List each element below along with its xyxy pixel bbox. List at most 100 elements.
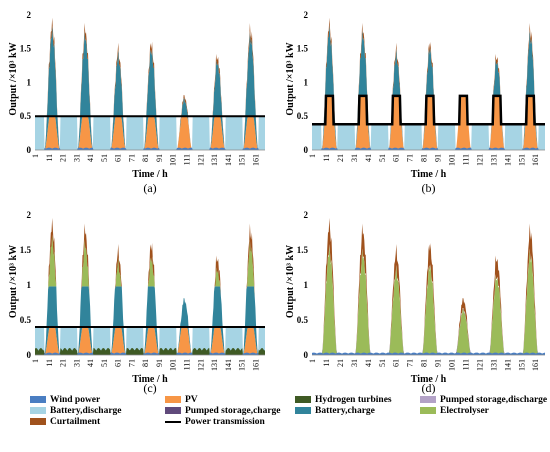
area-wind-power bbox=[312, 352, 545, 355]
x-tick-label: 31 bbox=[72, 359, 81, 367]
x-tick-label: 101 bbox=[448, 359, 457, 371]
x-axis-title: Time / h bbox=[132, 169, 168, 180]
legend: Wind power PV Hydrogen turbines Pumped stor… bbox=[30, 394, 547, 432]
x-tick-label: 151 bbox=[517, 154, 526, 166]
legend-swatch bbox=[165, 407, 181, 414]
area-wind-power bbox=[35, 147, 265, 150]
x-tick-label: 81 bbox=[141, 359, 150, 367]
x-tick-label: 131 bbox=[489, 359, 498, 371]
y-tick-label: 1 bbox=[304, 77, 309, 87]
panel-a: 00.511.521 11 21 31 41 51 61 71 81 91 101 111 121 131… bbox=[8, 10, 265, 195]
area-battery-charge bbox=[35, 286, 265, 355]
y-tick-label: 0 bbox=[304, 350, 309, 360]
x-tick-label: 141 bbox=[503, 359, 512, 371]
y-tick-label: 2 bbox=[27, 10, 32, 20]
x-tick-label: 91 bbox=[434, 154, 443, 162]
legend-label: Electrolyser bbox=[440, 405, 489, 416]
x-tick-label: 1 bbox=[308, 154, 317, 158]
legend-label: Power transmission bbox=[185, 416, 265, 427]
x-tick-label: 111 bbox=[461, 359, 470, 370]
x-tick-label: 111 bbox=[182, 359, 191, 370]
x-tick-label: 111 bbox=[182, 154, 191, 165]
y-axis-title: Output /×10³ kW bbox=[285, 42, 296, 115]
x-tick-label: 91 bbox=[434, 359, 443, 367]
area-electrolyser bbox=[312, 245, 545, 355]
y-tick-label: 1 bbox=[27, 280, 32, 290]
x-tick-label: 71 bbox=[127, 154, 136, 162]
x-tick-label: 51 bbox=[378, 359, 387, 367]
legend-label: Curtailment bbox=[50, 416, 101, 427]
x-tick-label: 51 bbox=[100, 359, 109, 367]
y-tick-label: 1.5 bbox=[297, 245, 309, 255]
panel-label: (b) bbox=[422, 181, 436, 195]
legend-swatch bbox=[30, 396, 46, 403]
x-tick-label: 61 bbox=[114, 359, 123, 367]
area-wind-power bbox=[35, 352, 265, 355]
y-tick-label: 1.5 bbox=[20, 44, 32, 54]
x-tick-label: 101 bbox=[169, 154, 178, 166]
x-tick-label: 1 bbox=[308, 359, 317, 363]
x-axis-title: Time / h bbox=[411, 374, 447, 385]
x-tick-label: 121 bbox=[196, 154, 205, 166]
x-axis-title: Time / h bbox=[411, 169, 447, 180]
legend-item: Pumped storage,charge bbox=[165, 405, 281, 416]
area-pv bbox=[35, 116, 265, 150]
x-tick-label: 21 bbox=[336, 154, 345, 162]
legend-label: PV bbox=[185, 394, 198, 405]
y-tick-label: 1.5 bbox=[20, 245, 32, 255]
x-tick-label: 1 bbox=[31, 154, 40, 158]
x-tick-label: 151 bbox=[238, 359, 247, 371]
x-tick-label: 91 bbox=[155, 154, 164, 162]
y-tick-label: 0 bbox=[27, 350, 32, 360]
area-battery-discharge bbox=[35, 327, 265, 355]
x-tick-label: 41 bbox=[86, 154, 95, 162]
area-hydrogen-turbines bbox=[35, 348, 265, 355]
x-axis-title: Time / h bbox=[132, 374, 168, 385]
y-tick-label: 1 bbox=[304, 280, 309, 290]
x-tick-label: 121 bbox=[196, 359, 205, 371]
panel-label: (d) bbox=[422, 381, 436, 395]
x-tick-label: 81 bbox=[141, 154, 150, 162]
x-tick-label: 151 bbox=[238, 154, 247, 166]
legend-item: Pumped storage,discharge bbox=[420, 394, 547, 405]
legend-item: Battery,charge bbox=[295, 405, 375, 416]
line-power-transmission bbox=[312, 94, 545, 126]
x-tick-label: 41 bbox=[364, 359, 373, 367]
y-tick-label: 2 bbox=[304, 210, 309, 220]
legend-label: Pumped storage,discharge bbox=[440, 394, 548, 405]
legend-label: Battery,discharge bbox=[50, 405, 122, 416]
y-axis-title: Output /×10³ kW bbox=[285, 245, 296, 318]
y-axis-title: Output /×10³ kW bbox=[8, 245, 19, 318]
x-tick-label: 41 bbox=[364, 154, 373, 162]
x-tick-label: 41 bbox=[86, 359, 95, 367]
y-tick-label: 0.5 bbox=[297, 315, 309, 325]
x-tick-label: 131 bbox=[210, 154, 219, 166]
legend-swatch bbox=[420, 396, 436, 403]
legend-swatch bbox=[295, 396, 311, 403]
legend-item: PV bbox=[165, 394, 198, 405]
x-tick-label: 11 bbox=[45, 154, 54, 162]
y-tick-label: 0 bbox=[27, 145, 32, 155]
x-tick-label: 81 bbox=[420, 154, 429, 162]
panel-d: 00.511.521 11 21 31 41 51 61 71 81 91 101 111 121 131… bbox=[285, 210, 545, 395]
x-tick-label: 101 bbox=[448, 154, 457, 166]
legend-swatch bbox=[165, 420, 181, 423]
area-curtailment bbox=[312, 217, 545, 354]
x-tick-label: 111 bbox=[461, 154, 470, 165]
x-tick-label: 131 bbox=[489, 154, 498, 166]
legend-item: Hydrogen turbines bbox=[295, 394, 392, 405]
legend-swatch bbox=[30, 418, 46, 425]
x-tick-label: 21 bbox=[336, 359, 345, 367]
y-tick-label: 0 bbox=[304, 145, 309, 155]
legend-item: Curtailment bbox=[30, 416, 100, 427]
area-pv bbox=[35, 327, 265, 355]
x-tick-label: 61 bbox=[392, 359, 401, 367]
x-tick-label: 81 bbox=[420, 359, 429, 367]
x-tick-label: 31 bbox=[350, 154, 359, 162]
panel-b: 00.511.521 11 21 31 41 51 61 71 81 91 101 111 121 131… bbox=[285, 10, 545, 195]
x-tick-label: 91 bbox=[155, 359, 164, 367]
legend-swatch bbox=[420, 407, 436, 414]
legend-label: Hydrogen turbines bbox=[315, 394, 392, 405]
area-battery-discharge bbox=[312, 124, 545, 150]
